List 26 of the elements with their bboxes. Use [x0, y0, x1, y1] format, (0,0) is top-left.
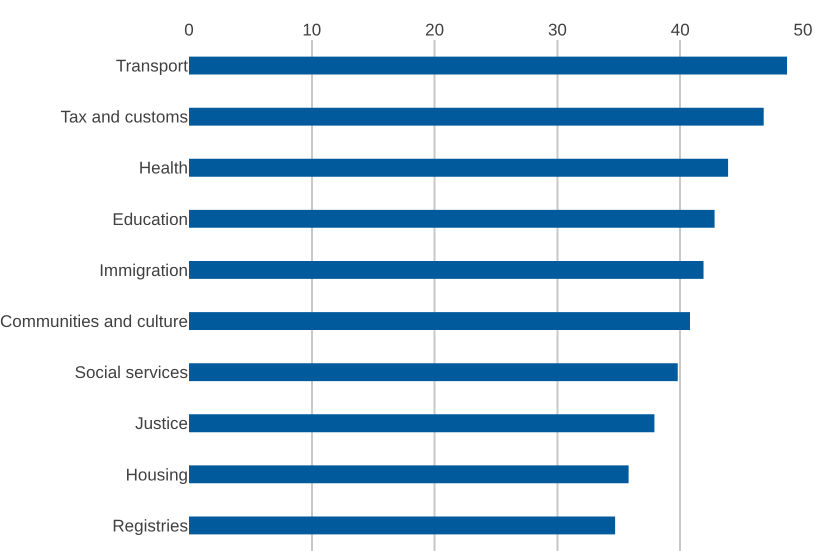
y-tick-label: Transport: [116, 56, 188, 76]
y-tick-label: Social services: [74, 363, 188, 382]
bar: [189, 363, 678, 382]
bar: [189, 56, 788, 74]
bar: [189, 210, 715, 228]
y-tick-label: Registries: [112, 516, 188, 536]
y-tick-label: Immigration: [99, 260, 188, 280]
bar: [189, 414, 654, 432]
bar: [189, 516, 616, 534]
y-tick-label: Communities and culture: [0, 312, 188, 331]
x-tick-label: 20: [425, 20, 444, 40]
y-tick-label: Health: [138, 158, 188, 178]
y-tick-label: Education: [112, 210, 188, 229]
x-tick-label: 50: [794, 20, 812, 40]
x-tick-label: 30: [548, 20, 567, 40]
y-tick-label: Tax and customs: [60, 108, 188, 127]
y-tick-label: Justice: [135, 414, 188, 434]
y-tick-label: Housing: [126, 465, 188, 484]
bar: [189, 108, 764, 126]
x-tick-label: 40: [670, 20, 690, 40]
bar: [189, 158, 728, 177]
bar: [189, 465, 629, 484]
x-tick-label: 10: [302, 20, 322, 40]
bar: [189, 312, 690, 330]
bar: [189, 261, 704, 279]
x-tick-label: 0: [184, 20, 194, 40]
